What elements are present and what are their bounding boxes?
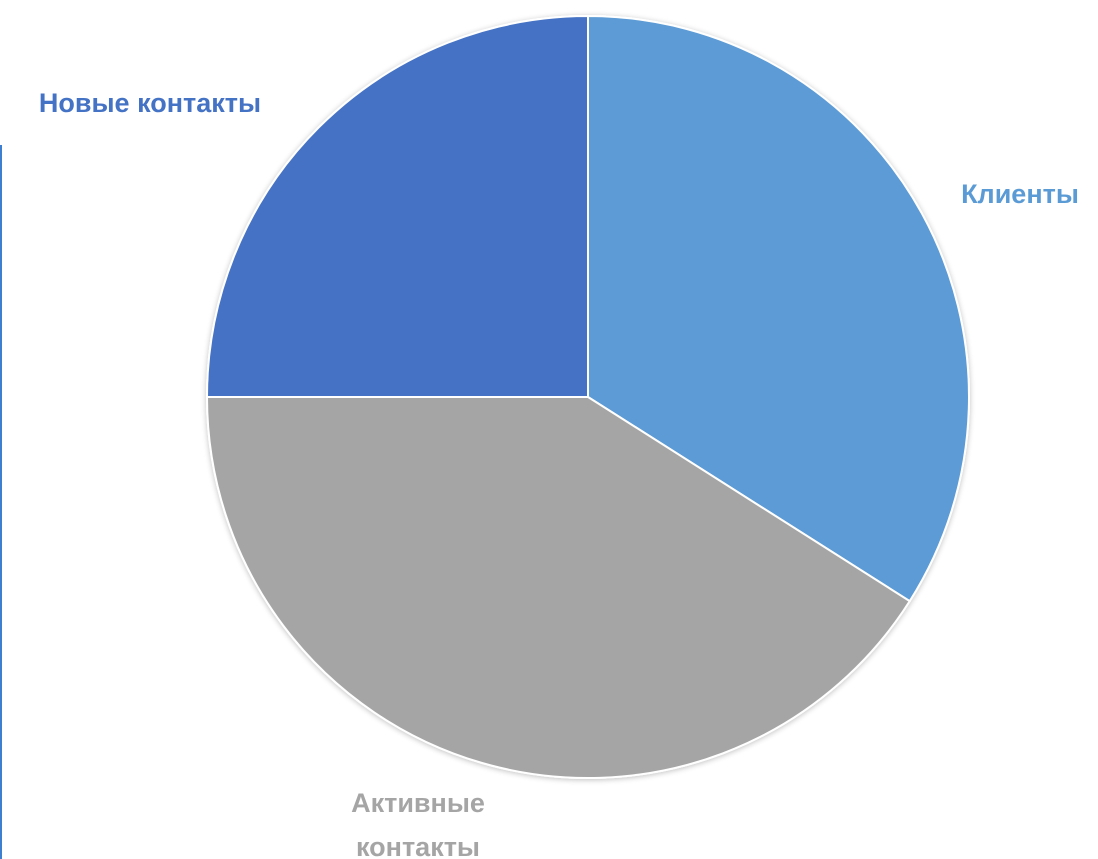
slice-label-1: Клиенты: [961, 179, 1079, 209]
pie-slice-1: [587, 14, 970, 603]
slice-label-3: Новые контакты: [39, 88, 261, 118]
pie-labels: Клиенты Активные контакты Новые контакты: [39, 88, 1079, 859]
slice-label-line: Активные: [351, 788, 485, 818]
left-border-line: [0, 145, 2, 859]
pie-slice-2: [205, 396, 912, 779]
slice-label-line: контакты: [356, 832, 480, 859]
pie-slice-3: [205, 14, 589, 398]
pie-slices: [205, 14, 970, 779]
slice-label-2: Активные контакты: [351, 788, 485, 859]
